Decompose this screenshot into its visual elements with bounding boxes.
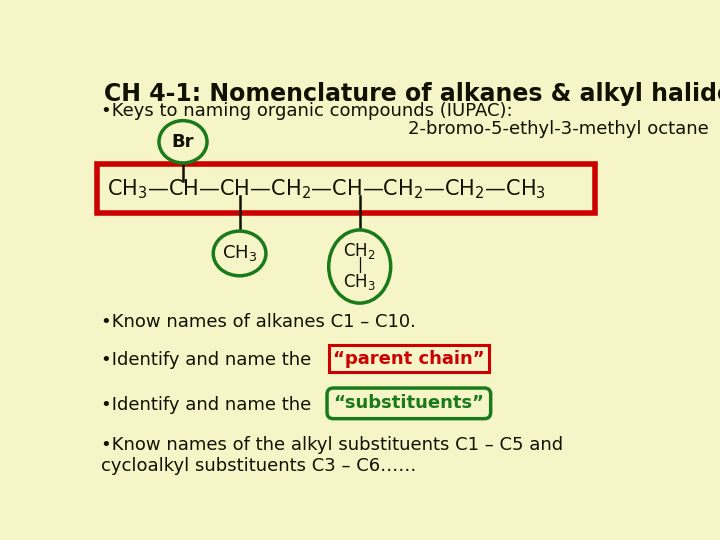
- Text: CH 4-1: Nomenclature of alkanes & alkyl halides: CH 4-1: Nomenclature of alkanes & alkyl …: [104, 82, 720, 106]
- Text: $\mathsf{CH_3}$: $\mathsf{CH_3}$: [222, 244, 257, 264]
- Text: •Keys to naming organic compounds (IUPAC):: •Keys to naming organic compounds (IUPAC…: [101, 102, 513, 120]
- Text: 2-bromo-5-ethyl-3-methyl octane: 2-bromo-5-ethyl-3-methyl octane: [408, 120, 708, 138]
- Ellipse shape: [159, 120, 207, 163]
- Text: $\mathsf{CH_3}$—$\mathsf{CH}$—$\mathsf{CH}$—$\mathsf{CH_2}$—$\mathsf{CH}$—$\math: $\mathsf{CH_3}$—$\mathsf{CH}$—$\mathsf{C…: [107, 177, 546, 200]
- Text: $\mathsf{CH_2}$: $\mathsf{CH_2}$: [343, 241, 376, 261]
- Text: •Know names of alkanes C1 – C10.: •Know names of alkanes C1 – C10.: [101, 313, 415, 330]
- Text: •Know names of the alkyl substituents C1 – C5 and
cycloalkyl substituents C3 – C: •Know names of the alkyl substituents C1…: [101, 436, 563, 475]
- Text: $\mathsf{CH_3}$: $\mathsf{CH_3}$: [343, 272, 376, 292]
- Ellipse shape: [213, 231, 266, 276]
- Text: Br: Br: [172, 133, 194, 151]
- Ellipse shape: [329, 230, 391, 303]
- Text: |: |: [357, 257, 362, 273]
- FancyBboxPatch shape: [97, 164, 595, 213]
- Text: “parent chain”: “parent chain”: [333, 350, 485, 368]
- Text: •Identify and name the: •Identify and name the: [101, 351, 317, 369]
- Text: •Identify and name the: •Identify and name the: [101, 396, 317, 414]
- Text: “substituents”: “substituents”: [333, 394, 485, 413]
